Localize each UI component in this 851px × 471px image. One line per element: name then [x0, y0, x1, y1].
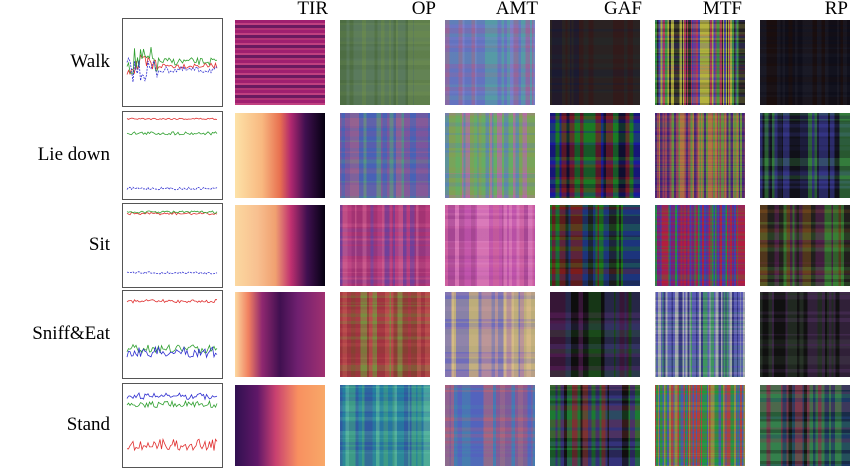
signal-line: [127, 393, 217, 399]
image-tile: [235, 292, 325, 377]
time-series-plot: [123, 112, 222, 199]
signal-line: [127, 187, 217, 190]
image-tile: [445, 205, 535, 286]
image-tile: [445, 20, 535, 105]
image-tile: [235, 385, 325, 466]
image-tile: [550, 205, 640, 286]
signal-line: [127, 132, 217, 135]
row-label: Sniff&Eat: [0, 323, 110, 345]
time-series-panel: [122, 290, 223, 379]
column-header: OP: [356, 0, 436, 20]
row-label: Sit: [0, 234, 110, 256]
image-tile: [760, 292, 850, 377]
image-tile: [445, 292, 535, 377]
time-series-plot: [123, 204, 222, 287]
row-label: Lie down: [0, 144, 110, 166]
signal-line: [127, 401, 217, 407]
image-tile: [550, 113, 640, 198]
image-tile: [235, 113, 325, 198]
time-series-panel: [122, 383, 223, 468]
image-tile: [340, 292, 430, 377]
image-tile: [760, 113, 850, 198]
image-tile: [445, 385, 535, 466]
image-tile: [550, 292, 640, 377]
image-tile: [340, 113, 430, 198]
image-tile: [655, 385, 745, 466]
image-tile: [340, 20, 430, 105]
image-tile: [550, 20, 640, 105]
row-label: Walk: [0, 51, 110, 73]
signal-line: [127, 55, 217, 74]
image-tile: [340, 385, 430, 466]
signal-line: [127, 272, 217, 274]
row-label: Stand: [0, 414, 110, 436]
column-header: MTF: [662, 0, 742, 20]
image-tile: [550, 385, 640, 466]
signal-line: [127, 47, 217, 74]
image-tile: [655, 113, 745, 198]
signal-line: [127, 345, 217, 353]
time-series-plot: [123, 384, 222, 467]
time-series-plot: [123, 291, 222, 378]
column-header: TIR: [248, 0, 328, 20]
image-tile: [445, 113, 535, 198]
image-tile: [655, 205, 745, 286]
image-tile: [340, 205, 430, 286]
image-tile: [235, 205, 325, 286]
time-series-plot: [123, 19, 222, 106]
image-tile: [760, 205, 850, 286]
column-header: AMT: [458, 0, 538, 20]
time-series-panel: [122, 203, 223, 288]
image-tile: [760, 385, 850, 466]
signal-line: [127, 118, 217, 120]
image-tile: [235, 20, 325, 105]
signal-line: [127, 300, 217, 303]
time-series-panel: [122, 18, 223, 107]
figure: TIR OP AMT GAF MTF RP Walk Lie down Sit Sniff&Eat…: [0, 0, 851, 471]
column-header: RP: [768, 0, 848, 20]
image-tile: [655, 20, 745, 105]
time-series-panel: [122, 111, 223, 200]
signal-line: [127, 211, 217, 213]
signal-line: [127, 439, 217, 450]
signal-line: [127, 347, 217, 357]
column-header: GAF: [562, 0, 642, 20]
image-tile: [760, 20, 850, 105]
image-tile: [655, 292, 745, 377]
